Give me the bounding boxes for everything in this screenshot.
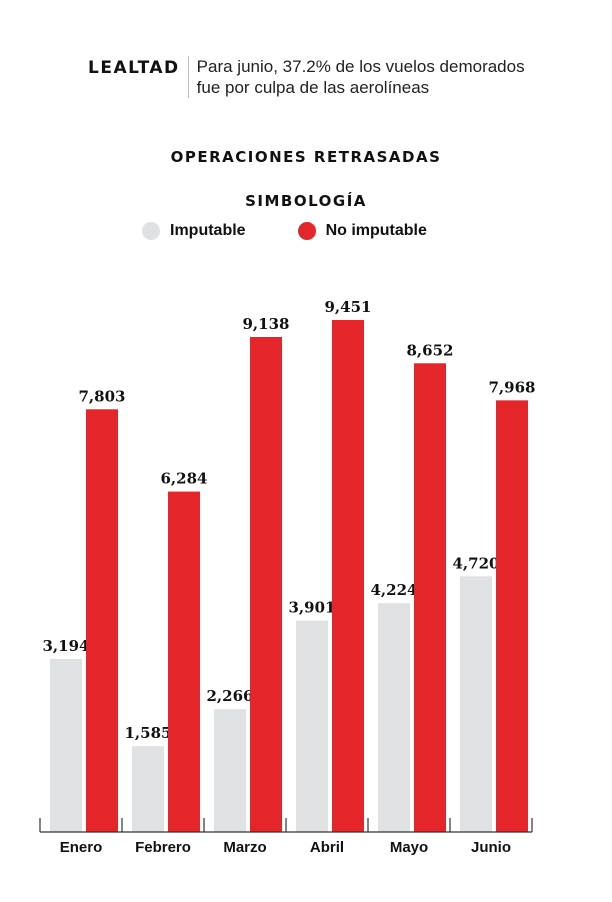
data-label: 7,968	[489, 378, 536, 396]
data-label: 3,194	[43, 637, 90, 655]
data-label: 4,720	[453, 554, 500, 572]
legend-swatch	[297, 222, 316, 240]
legend-title: SIMBOLOGÍA	[245, 192, 367, 210]
bar	[250, 336, 282, 832]
data-label: 8,652	[407, 341, 454, 359]
data-label: 3,901	[289, 599, 336, 617]
data-label: 6,284	[161, 470, 208, 488]
x-tick-label: Junio	[471, 839, 511, 856]
legend-swatch	[142, 222, 160, 240]
bar	[132, 746, 164, 832]
chart-title: OPERACIONES RETRASADAS	[170, 148, 442, 166]
legend-label: Imputable	[170, 222, 246, 239]
bar	[214, 709, 246, 832]
bar	[50, 658, 82, 832]
data-label: 9,451	[325, 298, 372, 316]
x-tick-label: Abril	[310, 839, 344, 856]
header: LEALTAD Para junio, 37.2% de los vuelos …	[88, 56, 537, 98]
legend-label: No imputable	[325, 222, 427, 239]
bar	[86, 409, 118, 832]
x-tick-label: Mayo	[390, 839, 428, 856]
data-label: 9,138	[243, 315, 290, 333]
data-label: 7,803	[79, 387, 126, 405]
x-tick-label: Febrero	[135, 839, 191, 856]
bar	[378, 603, 410, 832]
subtitle: Para junio, 37.2% de los vuelos demorado…	[187, 56, 537, 98]
bar	[332, 320, 364, 832]
legend: Imputable No imputable	[142, 222, 479, 240]
bar	[496, 400, 528, 832]
data-label: 4,224	[371, 581, 418, 599]
data-label: 1,585	[125, 724, 172, 742]
bar	[168, 491, 200, 832]
x-tick-label: Enero	[60, 839, 103, 856]
kicker: LEALTAD	[88, 58, 180, 78]
legend-item-imputable: Imputable	[142, 222, 246, 240]
bar	[460, 576, 492, 832]
legend-item-no-imputable: No imputable	[297, 222, 427, 240]
bar	[296, 620, 328, 832]
data-label: 2,266	[207, 687, 254, 705]
bar	[414, 363, 446, 832]
x-tick-label: Marzo	[223, 839, 266, 856]
